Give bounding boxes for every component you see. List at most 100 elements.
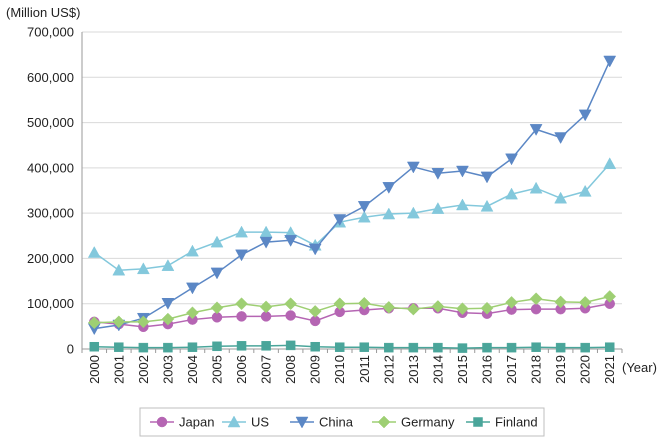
data-point-diamond	[112, 315, 126, 329]
data-point-diamond	[161, 312, 175, 326]
x-tick-label: 2008	[283, 355, 298, 384]
data-point-triangle-up	[235, 225, 248, 238]
data-point-triangle-down	[431, 168, 445, 180]
legend-label: Finland	[495, 415, 538, 430]
data-point-square	[482, 342, 492, 353]
data-point-diamond	[529, 292, 543, 306]
data-point-triangle-up	[186, 244, 199, 257]
x-tick-label: 2018	[529, 355, 544, 384]
data-point-square	[114, 342, 124, 352]
data-point-triangle-down	[259, 236, 273, 249]
legend-label: China	[319, 415, 354, 430]
data-point-triangle-down	[603, 55, 617, 68]
data-point-diamond	[578, 296, 592, 309]
x-tick-label: 2016	[480, 355, 495, 384]
x-tick-label: 2004	[185, 355, 200, 384]
data-point-diamond	[505, 296, 518, 309]
data-point-diamond	[407, 302, 420, 316]
series-line	[94, 295, 610, 324]
gridlines	[82, 31, 622, 305]
data-point-triangle-down	[505, 153, 518, 166]
x-tick-label: 2017	[504, 355, 519, 384]
data-point-diamond	[603, 290, 617, 303]
y-tick-label: 600,000	[27, 70, 74, 85]
data-point-square	[555, 342, 566, 353]
data-point-triangle-up	[603, 157, 617, 170]
x-tick-label: 2002	[136, 355, 151, 384]
data-point-diamond	[284, 297, 297, 311]
data-point-square	[580, 342, 590, 353]
data-point-triangle-down	[308, 243, 322, 256]
data-point-triangle-up	[227, 415, 241, 428]
series-line	[93, 163, 611, 271]
data-point-triangle-up	[431, 202, 445, 214]
x-tick-label: 2020	[578, 355, 593, 384]
data-point-square	[212, 341, 222, 352]
legend-item-germany: Germany	[372, 415, 455, 430]
data-point-diamond	[357, 296, 371, 310]
x-tick-label: 2011	[357, 355, 372, 383]
data-point-diamond	[210, 301, 224, 315]
data-point-circle	[236, 311, 247, 322]
data-point-square	[310, 341, 320, 352]
series-line	[94, 302, 610, 328]
data-point-square	[408, 342, 419, 353]
series-group	[87, 55, 617, 353]
x-tick-label: 2007	[259, 355, 274, 384]
data-point-diamond	[186, 306, 199, 320]
x-tick-label: 2000	[87, 355, 102, 384]
series-line	[94, 344, 610, 349]
y-tick-label: 400,000	[27, 160, 74, 175]
data-point-diamond	[87, 316, 101, 330]
data-point-triangle-up	[136, 262, 150, 275]
data-point-square	[261, 341, 271, 351]
data-point-triangle-up	[357, 210, 371, 223]
series-us	[87, 157, 617, 276]
legend-item-japan: Japan	[150, 415, 214, 430]
data-point-triangle-down	[578, 109, 592, 122]
data-point-circle	[285, 310, 296, 321]
data-point-square	[138, 342, 149, 353]
data-point-diamond	[333, 297, 347, 311]
data-point-diamond	[377, 415, 391, 429]
y-axis-unit-label: (Million US$)	[6, 5, 80, 20]
series-line	[94, 60, 611, 330]
data-point-triangle-up	[578, 184, 592, 197]
data-point-triangle-up	[382, 207, 396, 220]
x-tick-label: 2006	[234, 355, 249, 384]
data-point-triangle-down	[235, 249, 248, 262]
legend-label: Japan	[179, 415, 214, 430]
data-point-triangle-down	[295, 416, 309, 429]
data-point-triangle-down	[480, 171, 494, 184]
data-point-triangle-down	[161, 298, 175, 310]
data-point-triangle-up	[161, 259, 175, 271]
data-point-square	[473, 417, 483, 427]
data-point-diamond	[308, 305, 322, 318]
legend-item-us: US	[222, 415, 269, 430]
data-point-square	[359, 342, 370, 352]
y-axis-ticks: 0 100,000 200,000 300,000 400,000 500,000 600,…	[27, 25, 74, 357]
x-tick-label: 2001	[111, 355, 126, 384]
data-point-triangle-up	[529, 181, 543, 194]
legend-label: Germany	[401, 415, 455, 430]
y-tick-label: 200,000	[27, 251, 74, 266]
data-point-triangle-up	[406, 206, 420, 219]
data-point-triangle-up	[554, 191, 568, 204]
data-point-square	[285, 340, 296, 351]
data-point-diamond	[259, 300, 273, 314]
x-tick-label: 2015	[455, 355, 470, 384]
data-point-triangle-down	[186, 282, 199, 295]
x-tick-label: 2019	[553, 355, 568, 384]
x-tick-label: 2005	[210, 355, 225, 384]
x-axis-unit-label: (Year)	[622, 360, 657, 375]
data-point-triangle-up	[87, 246, 101, 258]
y-tick-label: 300,000	[27, 206, 74, 221]
data-point-square	[163, 342, 173, 353]
data-point-diamond	[554, 295, 567, 309]
series-finland	[89, 340, 615, 353]
data-point-triangle-up	[210, 235, 224, 248]
data-point-diamond	[431, 300, 445, 313]
x-tick-label: 2003	[160, 355, 175, 384]
data-point-triangle-down	[357, 201, 371, 213]
data-point-diamond	[137, 315, 150, 329]
